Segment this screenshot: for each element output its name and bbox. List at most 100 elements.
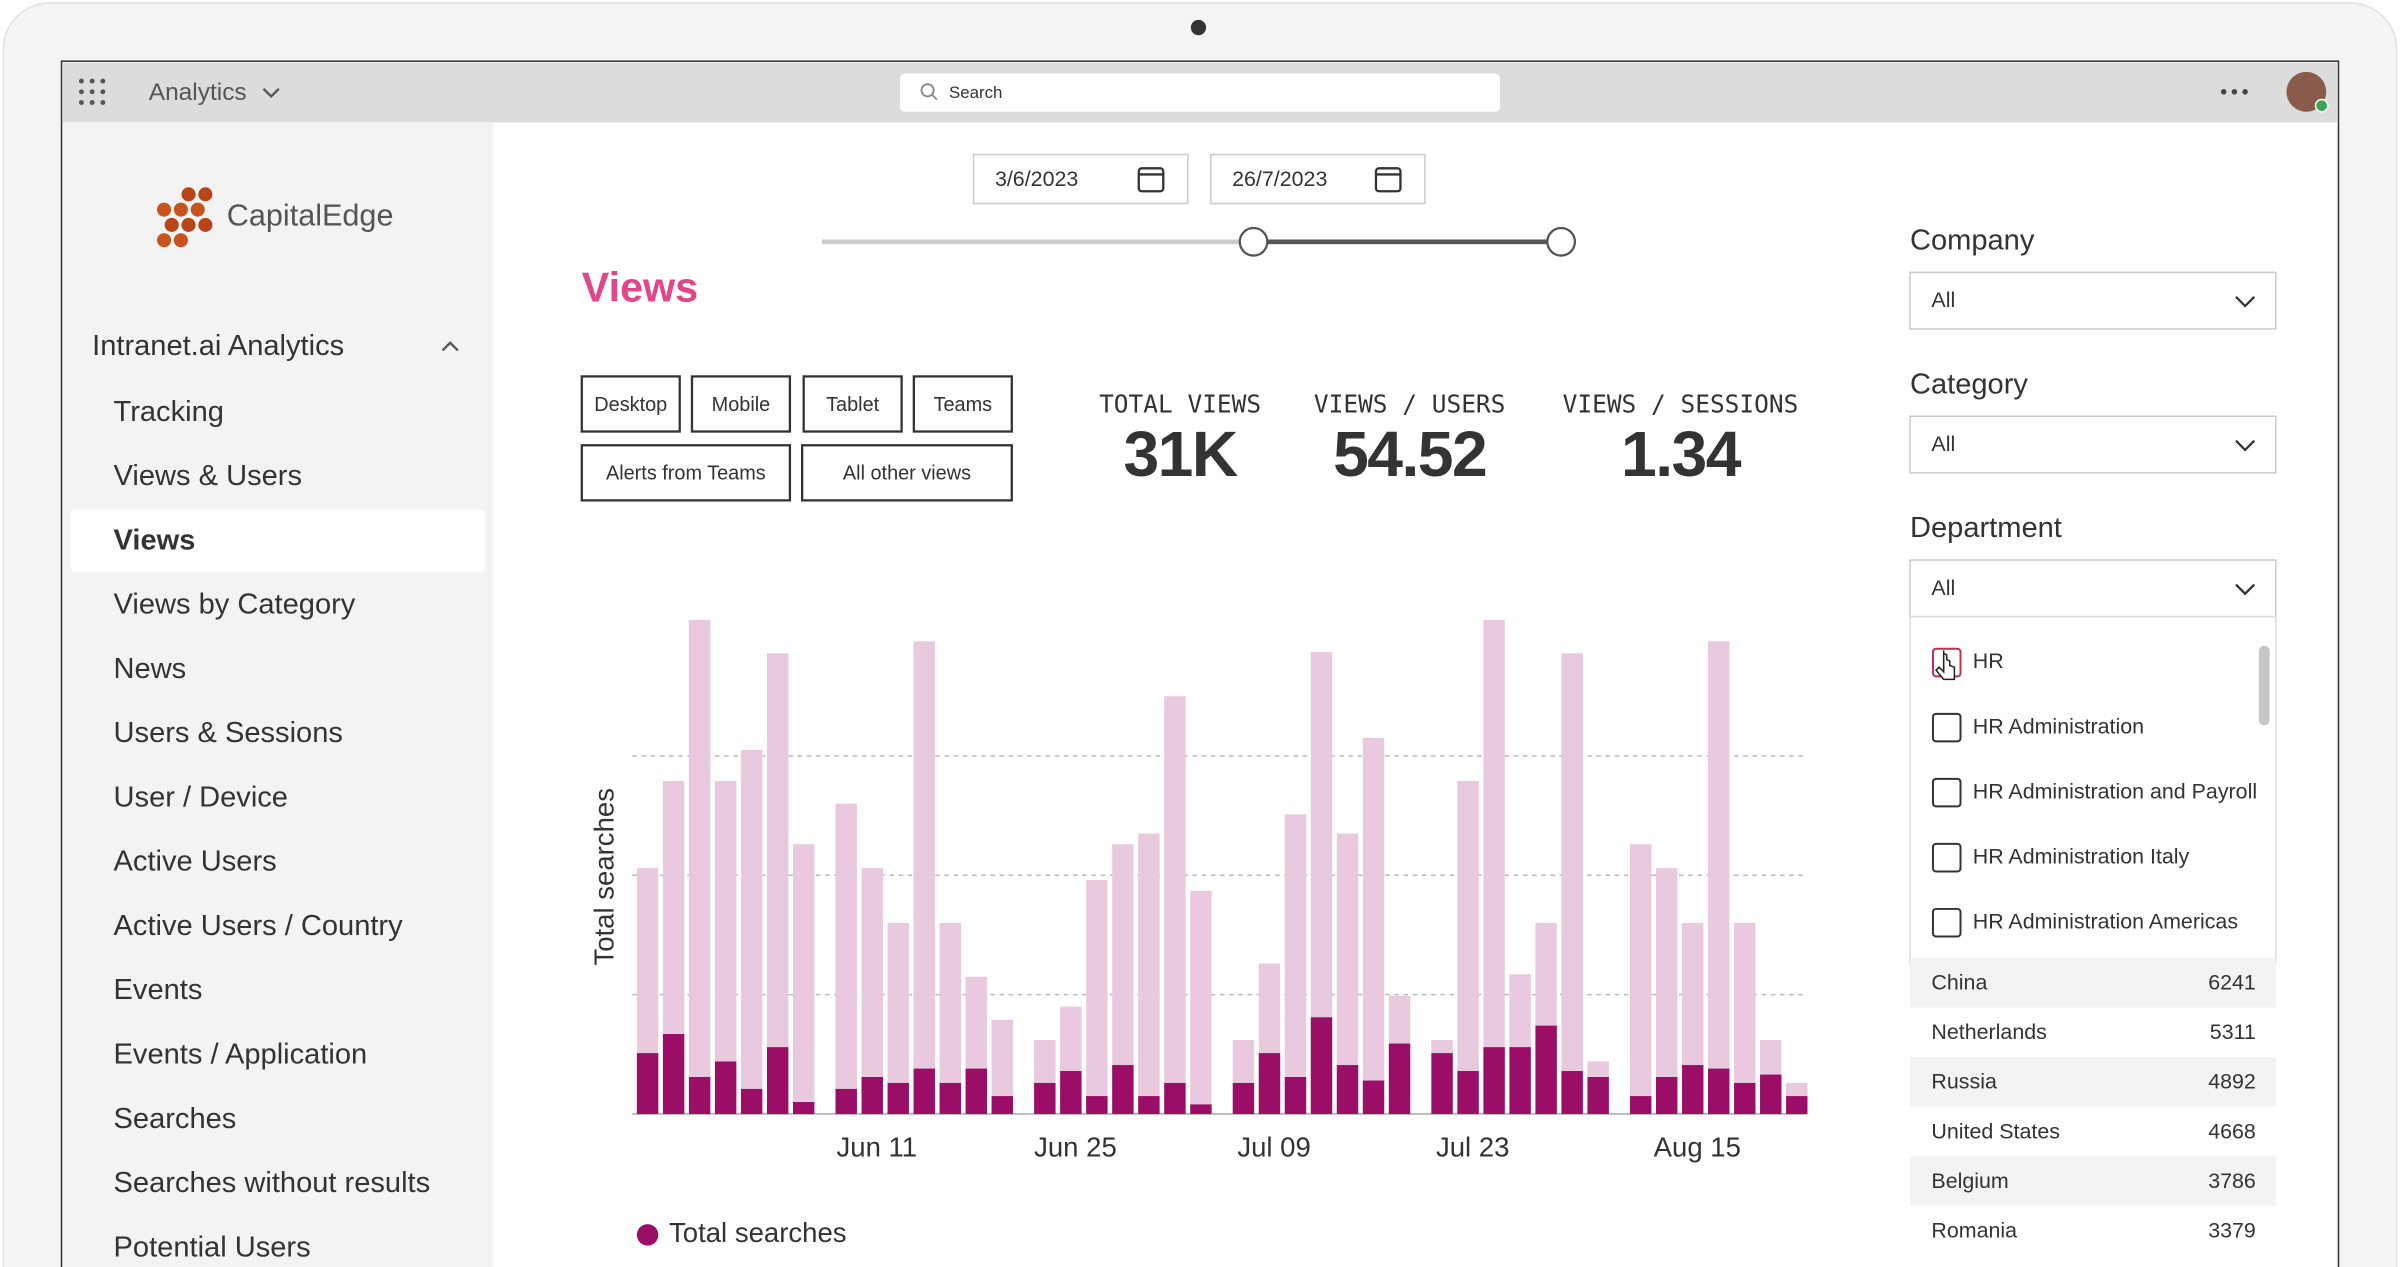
option-label[interactable]: HR Administration and Payroll xyxy=(1973,779,2257,803)
bar xyxy=(1734,1082,1756,1114)
bar xyxy=(1164,696,1186,1114)
bar xyxy=(1310,652,1333,1114)
bar xyxy=(965,1068,987,1114)
bar xyxy=(1509,1047,1531,1114)
filter-button[interactable] xyxy=(690,375,792,433)
x-tick-label: Aug 15 xyxy=(1654,1131,1741,1162)
bar xyxy=(1138,1096,1160,1114)
nav-item[interactable]: Searches xyxy=(114,1103,237,1135)
option-label[interactable]: HR Administration xyxy=(1973,714,2144,738)
filter-button-label[interactable]: Tablet xyxy=(826,394,880,416)
bar xyxy=(1483,619,1505,1114)
kpi-value: 54.52 xyxy=(1333,418,1486,490)
bar xyxy=(1561,1071,1583,1114)
nav-item[interactable]: User / Device xyxy=(114,781,288,813)
nav-item[interactable]: Potential Users xyxy=(114,1231,311,1263)
nav-item[interactable]: Events / Application xyxy=(114,1039,368,1071)
option-label[interactable]: HR Administration Italy xyxy=(1973,844,2190,868)
bar xyxy=(1284,1076,1307,1114)
dropdown[interactable] xyxy=(1909,415,2277,474)
nav-section[interactable]: Intranet.ai Analytics xyxy=(92,330,344,362)
bar xyxy=(1336,833,1359,1114)
dropdown[interactable] xyxy=(1909,559,2277,618)
filter-button-label[interactable]: Teams xyxy=(934,394,993,416)
bar xyxy=(1457,780,1479,1114)
bar xyxy=(939,1082,961,1114)
app-launcher[interactable] xyxy=(78,78,106,105)
search-icon xyxy=(931,94,938,101)
checkbox[interactable] xyxy=(1931,777,1962,808)
dropdown-value: All xyxy=(1931,432,1955,456)
bar xyxy=(1310,1017,1333,1114)
filter-button[interactable] xyxy=(580,444,792,502)
nav-item[interactable]: Active Users xyxy=(114,846,277,878)
bar xyxy=(1164,1082,1186,1114)
scrollbar xyxy=(2258,645,2270,726)
filter-button[interactable] xyxy=(580,375,681,433)
country-name: Belgium xyxy=(1931,1169,2008,1193)
dropdown-chevron xyxy=(2235,439,2256,452)
dropdown-value: All xyxy=(1931,576,1955,600)
bar xyxy=(861,1076,883,1114)
bar xyxy=(1760,1074,1782,1114)
checkbox[interactable] xyxy=(1931,842,1962,873)
nav-item[interactable]: Views & Users xyxy=(114,460,302,492)
nav-item[interactable]: Views by Category xyxy=(114,589,356,621)
table-row xyxy=(1910,957,2276,1008)
filter-button[interactable] xyxy=(801,444,1013,502)
bar xyxy=(835,1088,857,1114)
table-row xyxy=(1910,1156,2276,1206)
option-label[interactable]: HR Administration Americas xyxy=(1973,909,2238,933)
sidebar xyxy=(63,122,494,1267)
filter-button[interactable] xyxy=(802,375,903,433)
slider-handle[interactable] xyxy=(1546,226,1577,257)
nav-item[interactable]: Tracking xyxy=(114,396,224,428)
bar xyxy=(1483,1047,1505,1114)
app-name[interactable]: Analytics xyxy=(149,79,247,106)
search-box[interactable] xyxy=(900,73,1500,112)
bar xyxy=(1232,1082,1255,1114)
logo-dot xyxy=(181,217,196,232)
bar xyxy=(913,641,935,1114)
option-label[interactable]: HR xyxy=(1973,649,2004,673)
checkbox[interactable] xyxy=(1931,907,1962,938)
page-title: Views xyxy=(582,265,698,311)
nav-item[interactable]: Users & Sessions xyxy=(114,717,343,749)
filter-button-label[interactable]: All other views xyxy=(843,463,971,485)
bar xyxy=(714,780,737,1114)
country-value: 3786 xyxy=(2208,1169,2256,1193)
bar xyxy=(766,1047,789,1114)
filter-label: Department xyxy=(1910,512,2062,544)
filter-button-label[interactable]: Desktop xyxy=(594,394,667,416)
logo-dot xyxy=(181,187,196,202)
bar xyxy=(1112,1065,1134,1114)
bar xyxy=(1734,923,1756,1114)
date-input[interactable] xyxy=(972,153,1189,205)
filter-button-label[interactable]: Alerts from Teams xyxy=(606,463,766,485)
filter-button[interactable] xyxy=(912,375,1013,433)
logo xyxy=(157,187,213,248)
x-tick-label: Jun 25 xyxy=(1034,1131,1117,1162)
more-menu[interactable] xyxy=(2220,89,2248,95)
country-name: Russia xyxy=(1931,1070,1997,1094)
nav-item[interactable]: News xyxy=(114,653,187,685)
country-value: 3379 xyxy=(2208,1218,2256,1242)
bar xyxy=(1708,1068,1730,1114)
slider-handle[interactable] xyxy=(1238,226,1269,257)
country-name: China xyxy=(1931,971,1987,995)
bar xyxy=(740,1088,763,1114)
collapse-icon xyxy=(441,341,459,352)
nav-item[interactable]: Active Users / Country xyxy=(114,910,404,942)
kpi-label: TOTAL VIEWS xyxy=(1099,390,1261,419)
bar xyxy=(1258,1053,1281,1114)
table-row xyxy=(1910,1057,2276,1107)
filter-button-label[interactable]: Mobile xyxy=(712,394,771,416)
bar xyxy=(1190,890,1212,1114)
nav-item[interactable]: Searches without results xyxy=(114,1167,431,1199)
bar xyxy=(1655,868,1678,1114)
date-input[interactable] xyxy=(1209,153,1426,205)
nav-item[interactable]: Events xyxy=(114,974,203,1006)
dropdown[interactable] xyxy=(1909,271,2277,330)
checkbox[interactable] xyxy=(1931,712,1962,743)
nav-item[interactable]: Views xyxy=(114,524,196,556)
